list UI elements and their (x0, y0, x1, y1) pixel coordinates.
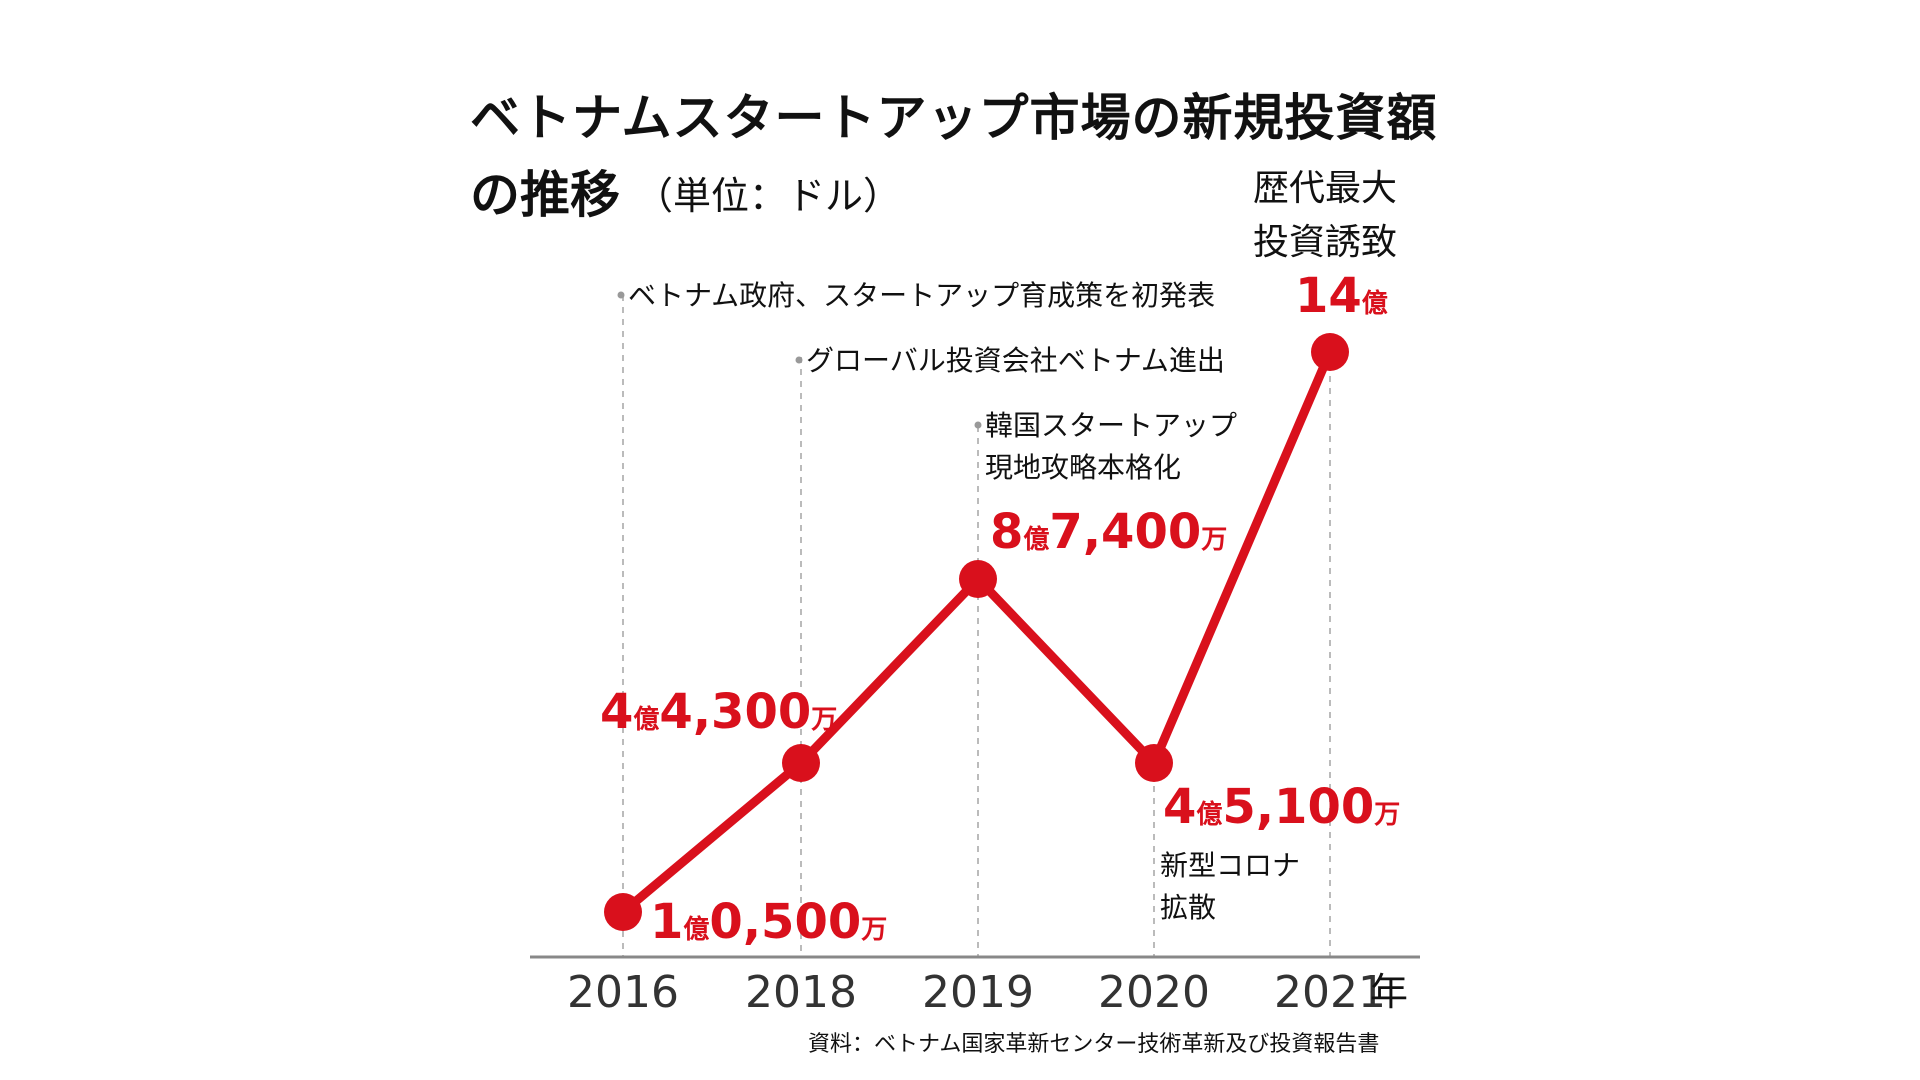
data-label: 4億4,300万 (600, 684, 837, 740)
data-label: 14億 (1295, 268, 1388, 324)
chart-title-line2: の推移 (470, 166, 620, 224)
annotation-marker (795, 356, 803, 364)
data-point (604, 893, 642, 931)
data-point (1135, 744, 1173, 782)
data-label: 4億5,100万 (1163, 779, 1400, 835)
annotation-marker (617, 291, 625, 299)
x-tick-label: 2021 (1274, 967, 1386, 1018)
x-axis-unit: 年 (1370, 970, 1408, 1014)
annotation-text: 拡散 (1160, 891, 1216, 924)
x-tick-label: 2018 (745, 967, 857, 1018)
source-note: 資料：ベトナム国家革新センター技術革新及び投資報告書 (808, 1032, 1380, 1057)
annotation-text: 現地攻略本格化 (985, 451, 1181, 484)
x-tick-label: 2016 (567, 967, 679, 1018)
x-tick-label: 2020 (1098, 967, 1210, 1018)
annotation-text: ベトナム政府、スタートアップ育成策を初発表 (628, 279, 1215, 312)
data-point (959, 560, 997, 598)
annotation-text: 歴代最大 (1253, 168, 1397, 209)
annotation-text: 投資誘致 (1253, 222, 1397, 263)
chart-title: ベトナムスタートアップ市場の新規投資額 (470, 89, 1438, 147)
data-point (1311, 333, 1349, 371)
annotation-text: 韓国スタートアップ (985, 409, 1237, 442)
data-point (782, 744, 820, 782)
annotation-marker (974, 421, 982, 429)
annotation-text: グローバル投資会社ベトナム進出 (806, 344, 1225, 377)
data-label: 1億0,500万 (650, 894, 887, 950)
unit-label: （単位：ドル） (635, 174, 902, 218)
data-label: 8億7,400万 (990, 504, 1227, 560)
x-tick-label: 2019 (922, 967, 1034, 1018)
annotation-text: 新型コロナ (1160, 849, 1300, 882)
